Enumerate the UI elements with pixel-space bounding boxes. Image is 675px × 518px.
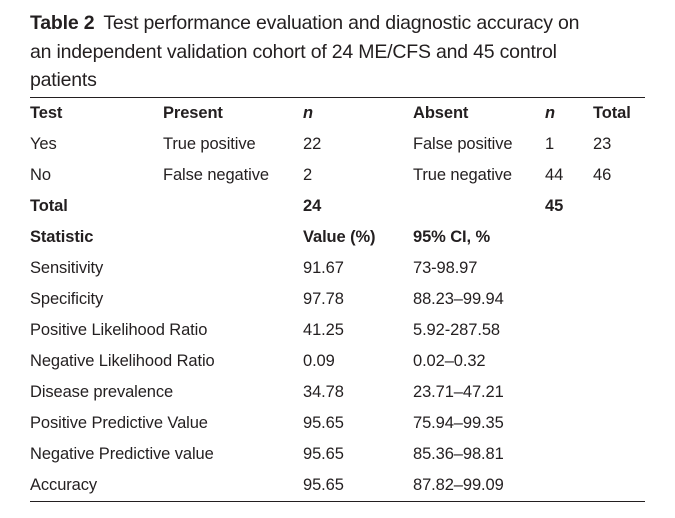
table-cell: True negative (413, 166, 512, 184)
statistic-label: Negative Predictive value (30, 445, 214, 463)
statistic-value: 95.65 (303, 476, 344, 494)
header-total: Total (593, 104, 631, 122)
table-cell: False negative (163, 166, 269, 184)
table-row: No False negative 2 True negative 44 46 (30, 160, 645, 191)
table-caption: Table 2 Test performance evaluation and d… (30, 9, 602, 95)
statistic-label: Positive Predictive Value (30, 414, 208, 432)
table-cell: Total (30, 197, 68, 215)
statistics-header-row: Statistic Value (%) 95% CI, % (30, 222, 645, 253)
table-cell: 24 (303, 197, 322, 215)
statistic-label: Accuracy (30, 476, 98, 494)
statistic-ci: 75.94–99.35 (413, 414, 504, 432)
statistic-ci: 85.36–98.81 (413, 445, 504, 463)
table-cell (413, 191, 545, 222)
table-row: Specificity 97.78 88.23–99.94 (30, 284, 645, 315)
statistic-label: Specificity (30, 290, 104, 308)
diagnostic-accuracy-table: Test Present n Absent n Total Yes True p… (30, 97, 645, 502)
statistic-label: Positive Likelihood Ratio (30, 321, 208, 339)
header-statistic: Statistic (30, 228, 94, 246)
statistic-value: 91.67 (303, 259, 344, 277)
table-cell: Yes (30, 135, 57, 153)
statistic-value: 41.25 (303, 321, 344, 339)
statistic-label: Sensitivity (30, 259, 104, 277)
table-cell: 44 (545, 166, 564, 184)
statistic-value: 95.65 (303, 414, 344, 432)
table-cell: No (30, 166, 51, 184)
table-caption-label: Table 2 (30, 12, 95, 34)
statistic-value: 34.78 (303, 383, 344, 401)
statistic-label: Negative Likelihood Ratio (30, 352, 215, 370)
table-cell (593, 191, 645, 222)
statistic-ci: 73-98.97 (413, 259, 478, 277)
header-value: Value (%) (303, 228, 376, 246)
table-cell: False positive (413, 135, 513, 153)
table-row: Negative Predictive value 95.65 85.36–98… (30, 439, 645, 470)
table-row: Yes True positive 22 False positive 1 23 (30, 129, 645, 160)
table-row: Positive Predictive Value 95.65 75.94–99… (30, 408, 645, 439)
table-cell: 23 (593, 135, 612, 153)
header-test: Test (30, 104, 63, 122)
header-present: Present (163, 104, 223, 122)
table-row: Sensitivity 91.67 73-98.97 (30, 253, 645, 284)
table-cell: True positive (163, 135, 256, 153)
statistic-ci: 5.92-287.58 (413, 321, 500, 339)
table-cell: 45 (545, 197, 564, 215)
header-absent: Absent (413, 104, 469, 122)
table-cell (163, 191, 303, 222)
table-caption-text: Test performance evaluation and diagnost… (30, 12, 580, 91)
header-n-present: n (303, 104, 313, 122)
statistic-ci: 88.23–99.94 (413, 290, 504, 308)
statistic-ci: 87.82–99.09 (413, 476, 504, 494)
totals-row: Total 24 45 (30, 191, 645, 222)
table-row: Negative Likelihood Ratio 0.09 0.02–0.32 (30, 346, 645, 377)
table-cell: 1 (545, 135, 555, 153)
header-n-absent: n (545, 104, 555, 122)
table-row: Accuracy 95.65 87.82–99.09 (30, 470, 645, 502)
header-ci: 95% CI, % (413, 228, 491, 246)
confusion-header-row: Test Present n Absent n Total (30, 98, 645, 130)
statistic-value: 97.78 (303, 290, 344, 308)
table-cell: 2 (303, 166, 313, 184)
table-row: Positive Likelihood Ratio 41.25 5.92-287… (30, 315, 645, 346)
table-row: Disease prevalence 34.78 23.71–47.21 (30, 377, 645, 408)
statistic-label: Disease prevalence (30, 383, 174, 401)
statistic-value: 0.09 (303, 352, 335, 370)
statistic-value: 95.65 (303, 445, 344, 463)
table-cell: 22 (303, 135, 322, 153)
statistic-ci: 0.02–0.32 (413, 352, 486, 370)
statistic-ci: 23.71–47.21 (413, 383, 504, 401)
table-cell: 46 (593, 166, 612, 184)
